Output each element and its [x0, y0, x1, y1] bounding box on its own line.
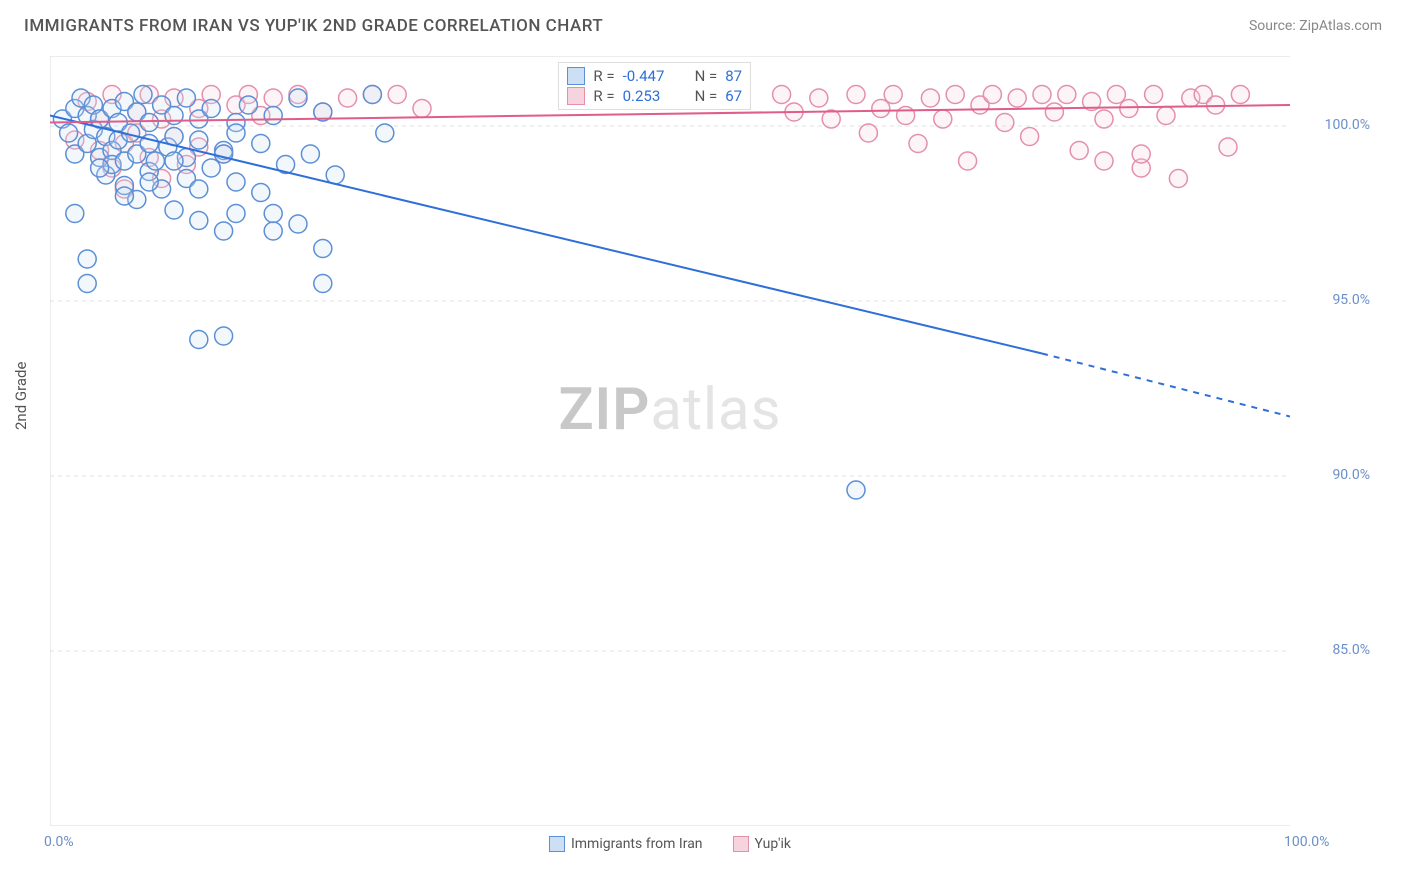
scatter-chart-svg	[50, 56, 1290, 826]
n-value: 67	[725, 87, 742, 105]
legend-swatch	[549, 836, 565, 852]
n-label: N =	[695, 67, 718, 85]
y-axis-label: 2nd Grade	[12, 362, 30, 430]
source-name: ZipAtlas.com	[1299, 18, 1382, 34]
chart-plot-area: ZIPatlas R =-0.447N =87R =0.253N =67 85.…	[50, 56, 1290, 826]
x-tick-label: 100.0%	[1284, 834, 1329, 850]
statbox-row: R = -0.447 N = 87	[567, 67, 742, 85]
header: IMMIGRANTS FROM IRAN VS YUP'IK 2ND GRADE…	[0, 0, 1406, 44]
statbox-row: R = 0.253 N = 67	[567, 87, 742, 105]
legend-label: Immigrants from Iran	[571, 836, 703, 852]
series-swatch	[567, 67, 585, 85]
r-label: R =	[593, 67, 614, 85]
r-label: R =	[593, 87, 614, 105]
x-tick-label: 0.0%	[44, 834, 74, 850]
series-swatch	[567, 87, 585, 105]
r-value: 0.253	[623, 87, 679, 105]
y-tick-label: 85.0%	[1300, 642, 1370, 658]
chart-title: IMMIGRANTS FROM IRAN VS YUP'IK 2ND GRADE…	[24, 16, 603, 36]
r-value: -0.447	[623, 67, 679, 85]
n-label: N =	[695, 87, 718, 105]
n-value: 87	[725, 67, 742, 85]
y-tick-label: 100.0%	[1300, 117, 1370, 133]
legend-item: Yup'ik	[733, 836, 791, 852]
legend-item: Immigrants from Iran	[549, 836, 703, 852]
source-label: Source:	[1249, 18, 1296, 34]
chart-legend: Immigrants from Iran Yup'ik	[549, 836, 791, 852]
correlation-stats-box: R = -0.447 N = 87 R = 0.253 N = 67	[558, 62, 751, 110]
y-tick-label: 90.0%	[1300, 467, 1370, 483]
legend-label: Yup'ik	[755, 836, 791, 852]
source-attribution: Source: ZipAtlas.com	[1249, 18, 1382, 34]
y-tick-label: 95.0%	[1300, 292, 1370, 308]
legend-swatch	[733, 836, 749, 852]
